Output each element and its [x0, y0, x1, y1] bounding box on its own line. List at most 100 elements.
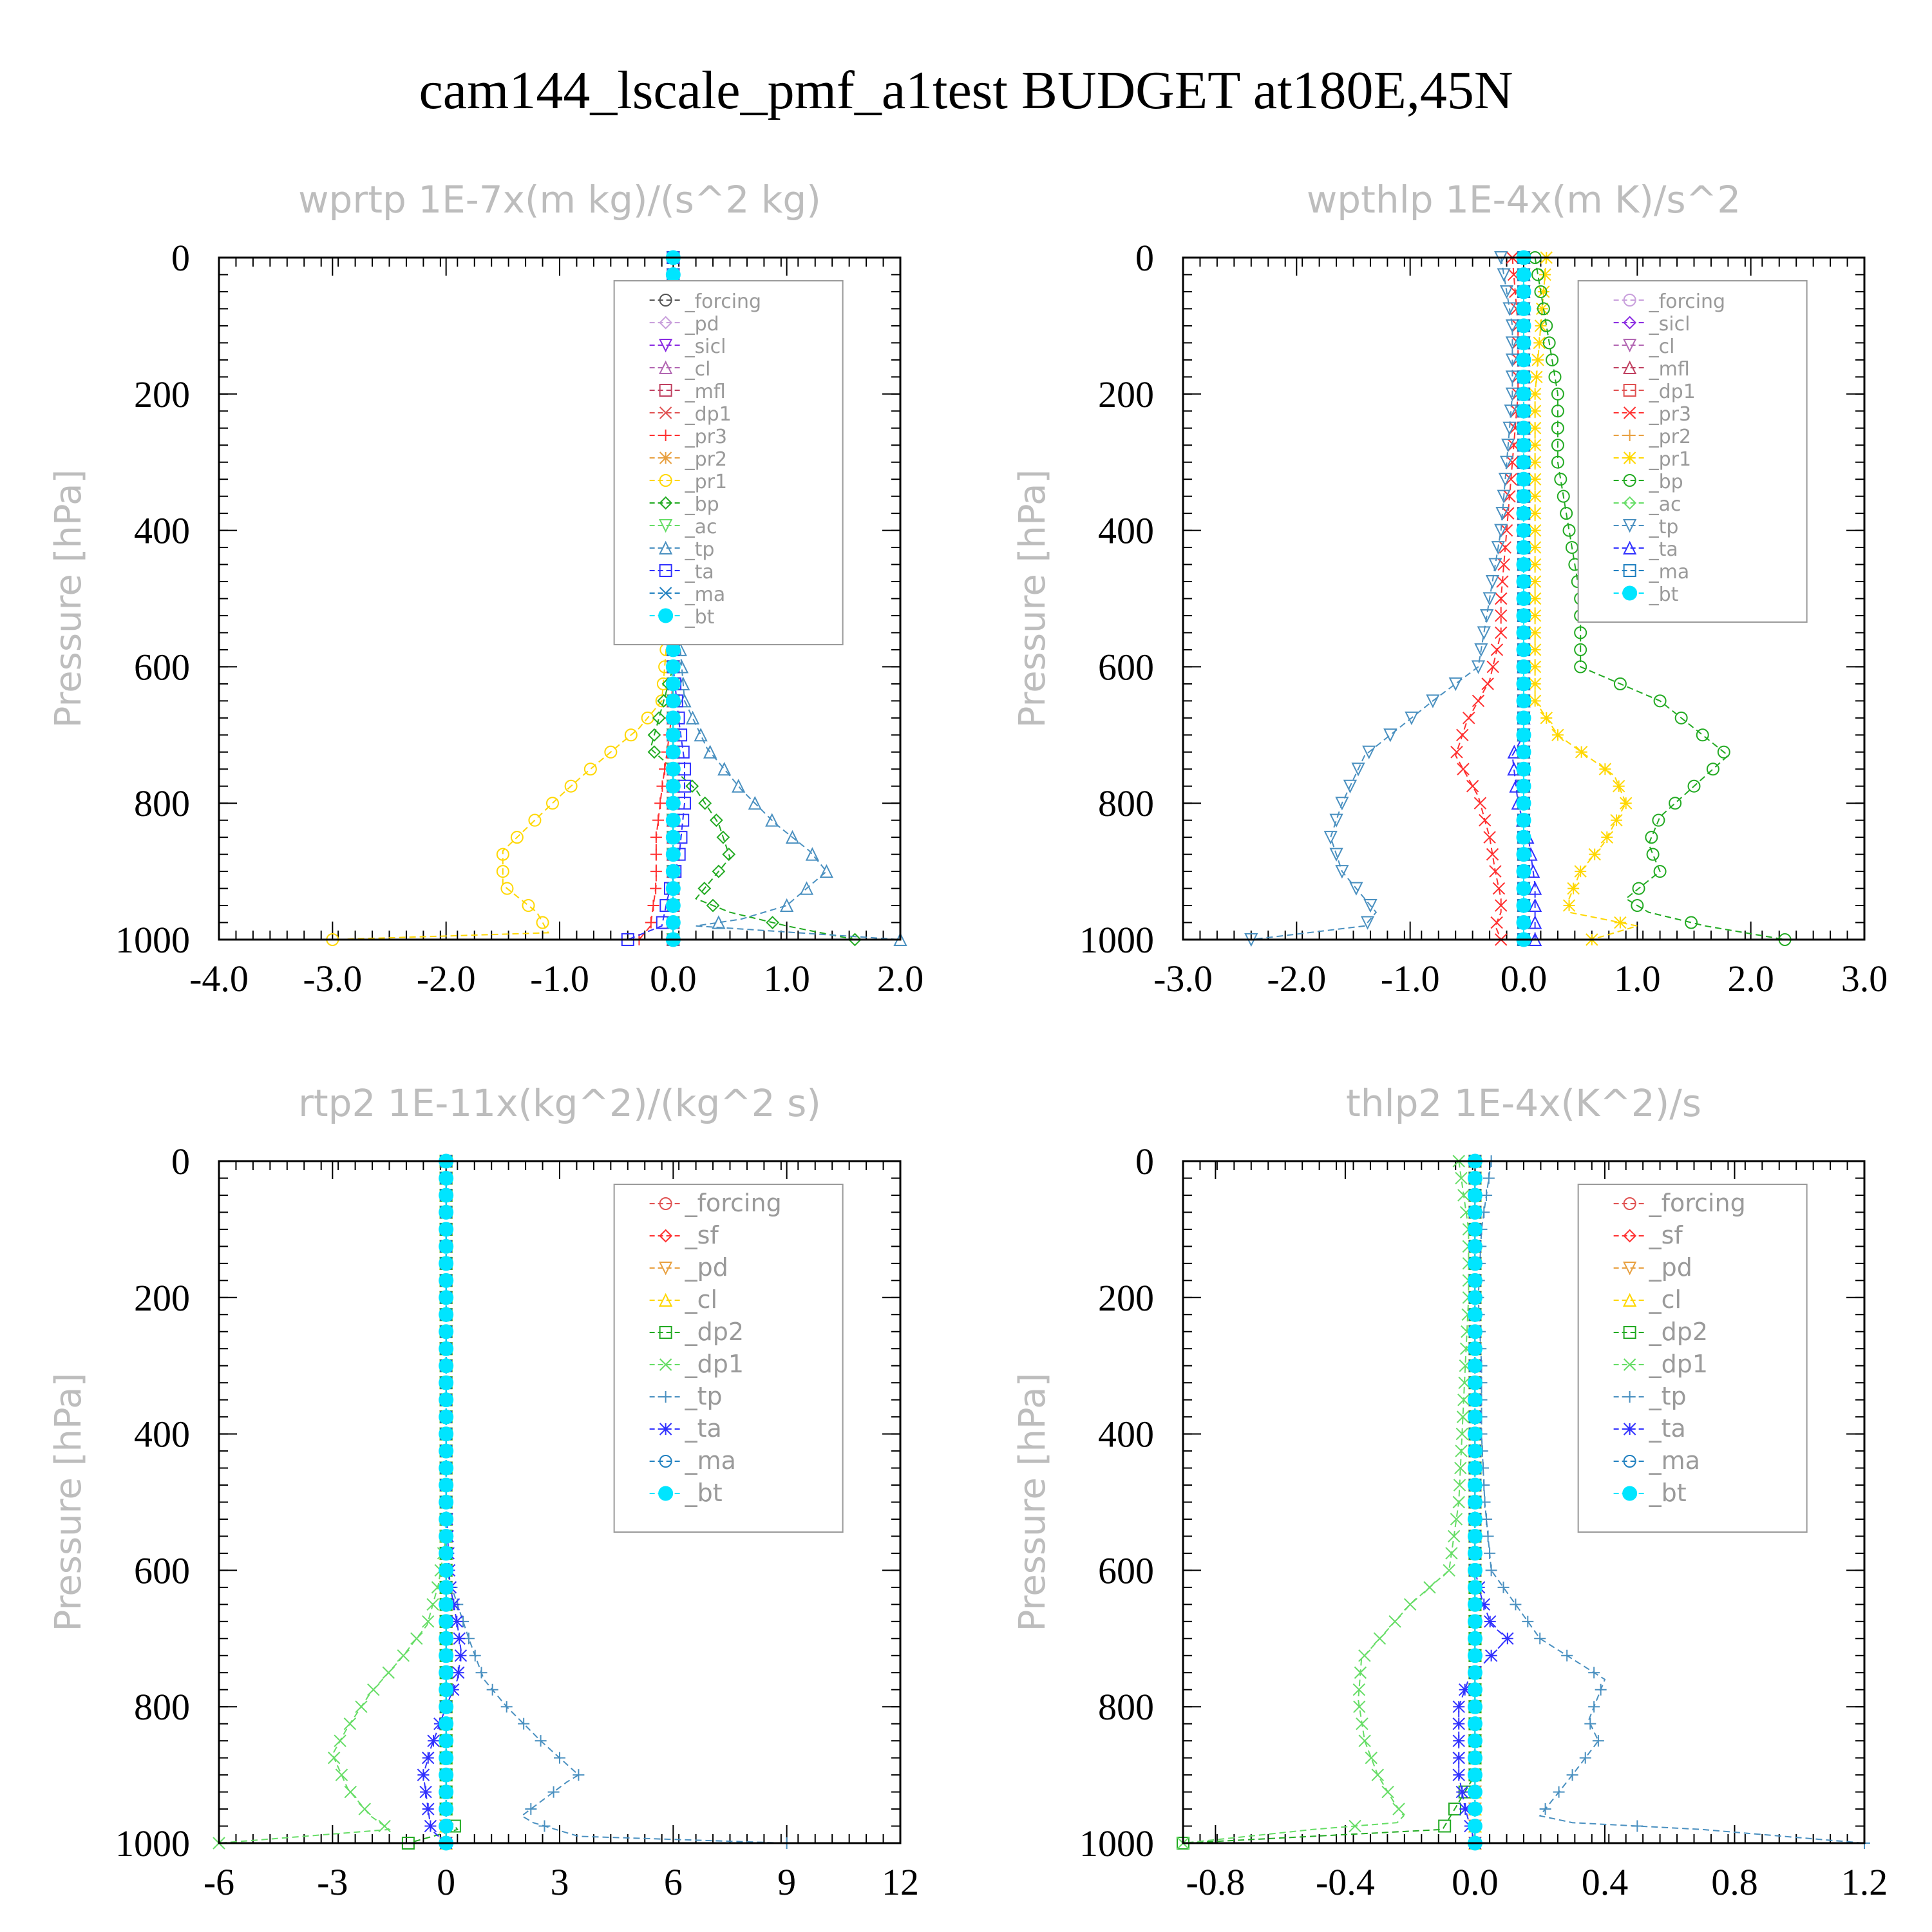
data-point	[1484, 1615, 1497, 1628]
legend-label: _forcing	[685, 1189, 782, 1217]
data-point	[1481, 1513, 1493, 1525]
legend-label: _ma	[685, 583, 726, 606]
data-point	[1467, 1443, 1482, 1459]
data-point	[1516, 506, 1531, 521]
data-point	[1467, 1819, 1482, 1834]
data-point	[554, 1752, 565, 1764]
legend-marker	[1623, 564, 1636, 577]
data-point	[1632, 882, 1645, 895]
data-point	[665, 915, 681, 931]
data-point	[1467, 1204, 1482, 1220]
y-tick-label: 0	[171, 1141, 190, 1182]
x-tick-label: -3	[317, 1861, 348, 1903]
data-point	[439, 1443, 454, 1459]
data-point	[1467, 1256, 1482, 1271]
data-point	[1516, 727, 1531, 743]
data-point	[1516, 744, 1531, 760]
data-point	[1490, 916, 1503, 929]
data-point	[677, 694, 692, 708]
data-point	[1501, 439, 1515, 453]
data-point	[1528, 507, 1542, 520]
data-point	[1562, 524, 1576, 537]
legend-marker	[1624, 430, 1636, 441]
data-point	[327, 1751, 341, 1765]
legend-label: _ta	[685, 561, 714, 583]
legend-label: _cl	[685, 1285, 717, 1314]
data-point	[410, 1632, 423, 1645]
legend-marker	[659, 339, 673, 353]
data-point	[1579, 1752, 1591, 1764]
data-point	[1516, 915, 1531, 931]
legend-label: _ac	[1649, 493, 1681, 516]
data-point	[1505, 387, 1519, 402]
legend-marker	[659, 1358, 672, 1371]
data-point	[422, 1803, 435, 1815]
data-point	[422, 1615, 435, 1628]
x-tick-label: 0.8	[1711, 1861, 1758, 1903]
data-point	[1498, 473, 1512, 487]
data-point	[1528, 422, 1542, 435]
data-point	[1516, 421, 1531, 436]
x-tick-label: -3.0	[303, 958, 362, 999]
legend-marker	[659, 1293, 673, 1307]
data-point	[1539, 1803, 1551, 1815]
data-point	[1528, 558, 1542, 571]
data-point	[685, 779, 699, 793]
data-point	[1360, 916, 1375, 930]
data-point	[1392, 1803, 1405, 1815]
data-point	[1438, 1819, 1452, 1833]
data-point	[1516, 813, 1531, 828]
data-point	[486, 1683, 498, 1696]
data-point	[439, 1341, 454, 1356]
legend-label: _bt	[685, 606, 715, 629]
legend-label: _dp2	[1649, 1318, 1708, 1346]
series-line	[1455, 257, 1519, 940]
x-tick-label: -3.0	[1153, 958, 1213, 999]
data-point	[650, 831, 662, 844]
data-point	[355, 1700, 368, 1713]
data-point	[1495, 626, 1508, 639]
data-point	[1467, 1273, 1482, 1288]
data-point	[1534, 285, 1548, 298]
y-tick-label: 1000	[1079, 1823, 1154, 1864]
data-point	[665, 676, 681, 692]
x-tick-label: 1.2	[1841, 1861, 1888, 1903]
data-point	[1463, 712, 1475, 724]
legend-marker	[659, 430, 672, 441]
data-point	[1455, 1171, 1468, 1185]
data-point	[647, 900, 659, 912]
data-point	[1588, 1701, 1600, 1713]
x-tick-label: -6	[204, 1861, 234, 1903]
data-point	[1448, 677, 1463, 692]
legend-marker	[659, 1423, 672, 1435]
data-point	[1553, 1786, 1565, 1798]
legend-label: _bt	[1649, 1479, 1687, 1507]
data-point	[510, 831, 524, 844]
data-point	[1456, 728, 1469, 742]
data-point	[1540, 319, 1553, 332]
legend-marker	[1623, 474, 1636, 487]
data-point	[665, 864, 681, 879]
data-point	[439, 1375, 454, 1390]
data-point	[647, 745, 661, 759]
data-point	[1652, 813, 1665, 827]
legend-label: _pr1	[1649, 448, 1691, 471]
data-point	[1528, 881, 1542, 895]
data-point	[1516, 574, 1531, 589]
data-point	[1467, 1785, 1482, 1800]
chart-panel-2: wpthlp 1E-4x(m K)/s^2 Pressure [hPa] -3.0 -…	[1012, 178, 1888, 999]
data-point	[1516, 471, 1531, 487]
data-point	[518, 1718, 530, 1730]
data-point	[1528, 524, 1542, 537]
data-point	[1499, 455, 1514, 469]
legend-marker	[659, 294, 672, 307]
data-point	[1505, 336, 1519, 350]
data-point	[1365, 1751, 1378, 1765]
data-point	[1358, 1649, 1371, 1662]
legend-marker	[659, 316, 673, 330]
data-point	[1551, 439, 1564, 452]
data-point	[450, 1615, 464, 1628]
data-point	[1528, 592, 1542, 605]
data-point	[1452, 1768, 1465, 1781]
legend-label: _pr3	[1649, 403, 1691, 426]
